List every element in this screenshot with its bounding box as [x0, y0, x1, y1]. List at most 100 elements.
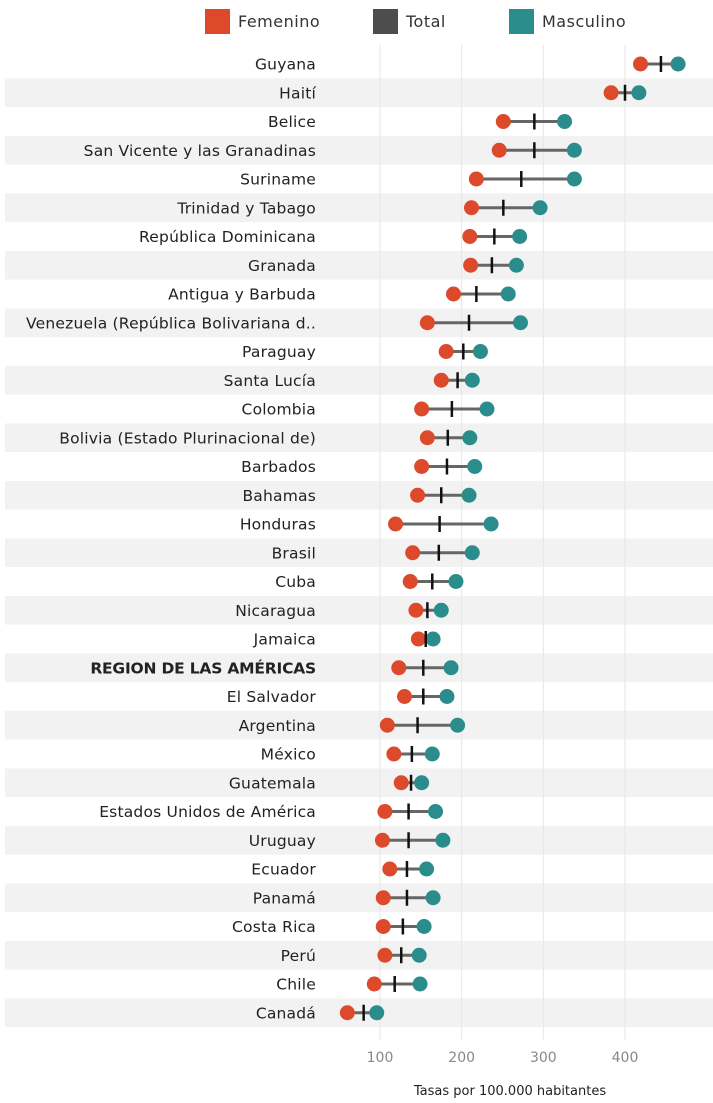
- dot-femenino: [386, 746, 402, 762]
- row-band: [5, 595, 713, 625]
- category-label: Barbados: [241, 458, 316, 476]
- dot-femenino: [462, 229, 478, 244]
- dot-femenino: [379, 717, 395, 733]
- x-tick-label: 200: [448, 1050, 475, 1066]
- dot-femenino: [463, 257, 479, 273]
- dot-masculino: [439, 689, 455, 704]
- legend-item-femenino: Femenino: [205, 6, 320, 36]
- dot-masculino: [443, 660, 459, 676]
- dot-femenino: [366, 976, 382, 992]
- dot-femenino: [375, 890, 391, 906]
- category-label: Guatemala: [229, 774, 316, 792]
- x-tick-label: 400: [612, 1050, 639, 1066]
- legend: Femenino Total Masculino: [0, 6, 713, 36]
- dot-femenino: [382, 861, 398, 877]
- dot-masculino: [416, 919, 432, 934]
- category-label: Perú: [281, 947, 316, 965]
- row-band: [5, 825, 713, 855]
- dot-femenino: [377, 804, 393, 819]
- dot-femenino: [402, 574, 418, 589]
- dot-masculino: [412, 976, 428, 992]
- dot-masculino: [566, 171, 582, 187]
- legend-swatch-femenino: [205, 8, 230, 34]
- row-band: [5, 250, 713, 280]
- dot-femenino: [397, 689, 412, 704]
- dot-femenino: [495, 114, 511, 129]
- row-band: [5, 480, 713, 510]
- dot-masculino: [483, 516, 499, 532]
- x-tick-label: 300: [530, 1050, 557, 1066]
- dot-masculino: [472, 344, 488, 359]
- dot-femenino: [438, 344, 454, 359]
- category-label: Guyana: [255, 56, 316, 74]
- dot-masculino: [467, 459, 483, 474]
- category-label: Panamá: [253, 889, 316, 907]
- row-band: [5, 653, 713, 683]
- dot-masculino: [557, 114, 573, 129]
- legend-label-masculino: Masculino: [542, 11, 627, 31]
- dot-femenino: [339, 1005, 355, 1021]
- row-band: [5, 538, 713, 568]
- category-label: Colombia: [242, 401, 316, 419]
- row-band: [5, 423, 713, 453]
- category-label: México: [261, 746, 316, 764]
- category-label: Ecuador: [251, 861, 316, 879]
- dot-masculino: [425, 631, 441, 647]
- dot-femenino: [414, 401, 430, 417]
- legend-item-total: Total: [373, 6, 446, 36]
- dot-masculino: [532, 200, 548, 216]
- dot-masculino: [631, 85, 647, 101]
- category-label: Canadá: [256, 1004, 316, 1022]
- x-tick-label: 100: [367, 1050, 394, 1066]
- dot-femenino: [393, 775, 409, 791]
- dot-masculino: [424, 746, 440, 762]
- dot-femenino: [419, 430, 435, 446]
- row-band: [5, 135, 713, 165]
- category-label: Venezuela (República Bolivariana d..: [26, 314, 316, 332]
- category-label: Cuba: [275, 573, 316, 591]
- category-label: Jamaica: [253, 631, 316, 649]
- category-label: Belice: [268, 113, 316, 131]
- legend-item-masculino: Masculino: [509, 6, 626, 36]
- legend-label-femenino: Femenino: [238, 11, 321, 31]
- dot-masculino: [512, 315, 528, 331]
- dot-masculino: [479, 401, 495, 417]
- dot-femenino: [375, 919, 391, 934]
- dot-masculino: [419, 861, 435, 877]
- row-band: [5, 78, 713, 108]
- row-band: [5, 940, 713, 970]
- dot-masculino: [450, 717, 466, 733]
- dot-femenino: [633, 56, 649, 72]
- category-label: Uruguay: [249, 832, 316, 850]
- dot-masculino: [411, 947, 427, 963]
- category-label: Estados Unidos de América: [99, 803, 316, 821]
- dot-femenino: [410, 631, 426, 647]
- dot-femenino: [414, 459, 430, 474]
- dot-femenino: [603, 85, 619, 101]
- category-label: Haití: [279, 84, 316, 102]
- row-band: [5, 710, 713, 740]
- category-label: Trinidad y Tabago: [176, 199, 316, 217]
- legend-swatch-masculino: [509, 8, 534, 34]
- category-label: Suriname: [240, 171, 316, 189]
- dot-masculino: [428, 804, 444, 819]
- dot-femenino: [408, 602, 424, 618]
- legend-swatch-total: [373, 8, 398, 34]
- category-label: Santa Lucía: [224, 372, 316, 390]
- category-label: Chile: [276, 976, 316, 994]
- dot-masculino: [435, 832, 451, 848]
- category-label: Brasil: [272, 544, 316, 562]
- dot-masculino: [500, 286, 516, 302]
- row-band: [5, 365, 713, 395]
- dot-femenino: [419, 315, 435, 331]
- dot-femenino: [388, 516, 404, 532]
- dot-femenino: [410, 487, 426, 503]
- category-label: Honduras: [240, 516, 316, 534]
- category-label: Paraguay: [242, 343, 316, 361]
- row-band: [5, 193, 713, 223]
- category-label: El Salvador: [227, 688, 317, 706]
- dot-masculino: [462, 430, 478, 446]
- category-label: Bahamas: [242, 487, 316, 505]
- dot-masculino: [425, 890, 441, 906]
